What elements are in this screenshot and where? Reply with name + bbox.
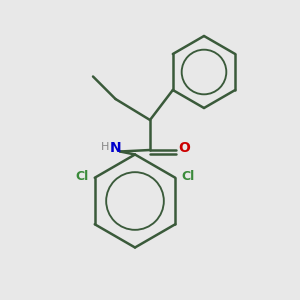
Text: H: H — [101, 142, 109, 152]
Text: N: N — [110, 142, 121, 155]
Text: Cl: Cl — [75, 170, 88, 183]
Text: Cl: Cl — [182, 170, 195, 183]
Text: O: O — [178, 142, 190, 155]
